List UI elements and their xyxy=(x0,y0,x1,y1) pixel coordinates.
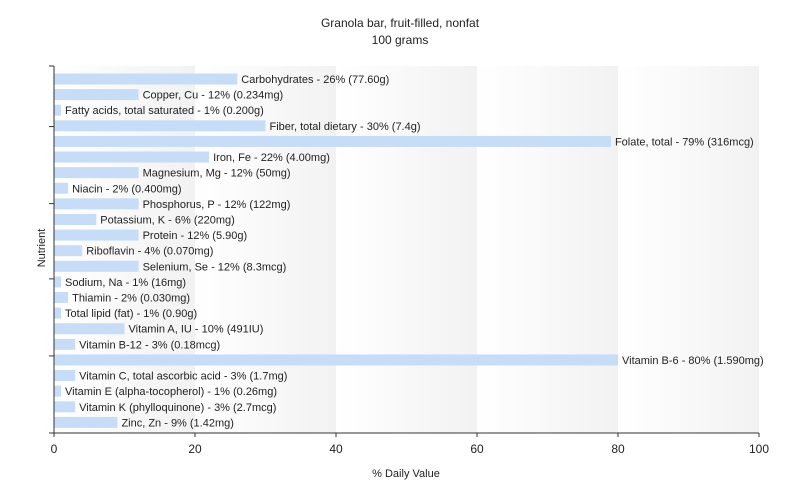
bar-label: Vitamin C, total ascorbic acid - 3% (1.7… xyxy=(79,371,287,383)
bar-label: Iron, Fe - 22% (4.00mg) xyxy=(213,152,330,164)
grid-band xyxy=(618,66,759,433)
bar-label: Riboflavin - 4% (0.070mg) xyxy=(86,246,213,258)
bar xyxy=(54,151,210,163)
bar-label: Magnesium, Mg - 12% (50mg) xyxy=(143,168,291,180)
chart-title: Granola bar, fruit-filled, nonfat xyxy=(321,16,480,30)
bar xyxy=(54,135,611,147)
bar-label: Total lipid (fat) - 1% (0.90g) xyxy=(65,308,197,320)
bar xyxy=(54,276,62,288)
bar-label: Sodium, Na - 1% (16mg) xyxy=(65,277,186,289)
grid-band xyxy=(477,66,618,433)
chart-subtitle: 100 grams xyxy=(372,33,429,47)
bar-label: Thiamin - 2% (0.030mg) xyxy=(72,293,190,305)
bar-label: Folate, total - 79% (316mcg) xyxy=(615,136,754,148)
bar xyxy=(54,354,618,366)
bar-label: Zinc, Zn - 9% (1.42mg) xyxy=(121,417,233,429)
bar-label: Vitamin B-12 - 3% (0.18mcg) xyxy=(79,339,220,351)
bars-group: Carbohydrates - 26% (77.60g) Copper, Cu -… xyxy=(54,73,764,429)
plot-background xyxy=(54,66,759,433)
bar-label: Fiber, total dietary - 30% (7.4g) xyxy=(270,121,421,133)
axes-group xyxy=(53,66,759,434)
bar xyxy=(54,338,76,350)
bar xyxy=(54,292,69,304)
y-axis-title: Nutrient xyxy=(36,229,48,268)
x-tick-label: 0 xyxy=(51,442,58,456)
bar xyxy=(54,385,62,397)
bar xyxy=(54,198,139,210)
y-axis-ticks xyxy=(49,65,54,434)
x-tick-label: 20 xyxy=(188,442,202,456)
bar xyxy=(54,120,266,132)
bar xyxy=(54,89,139,101)
bar-label: Vitamin K (phylloquinone) - 3% (2.7mcg) xyxy=(79,402,276,414)
bar-label: Phosphorus, P - 12% (122mg) xyxy=(143,199,291,211)
x-axis-title: % Daily Value xyxy=(372,468,440,480)
bar xyxy=(54,229,139,241)
bar xyxy=(54,370,76,382)
bar xyxy=(54,245,83,257)
x-tick-label: 60 xyxy=(470,442,484,456)
bar xyxy=(54,167,139,179)
grid-band xyxy=(336,66,477,433)
bar xyxy=(54,323,125,335)
bar-label: Vitamin B-6 - 80% (1.590mg) xyxy=(622,355,764,367)
x-tick-label: 100 xyxy=(749,442,769,456)
bar xyxy=(54,213,97,225)
bar-label: Niacin - 2% (0.400mg) xyxy=(72,183,181,195)
bar-label: Carbohydrates - 26% (77.60g) xyxy=(241,74,389,86)
bar-label: Selenium, Se - 12% (8.3mcg) xyxy=(143,261,287,273)
bar-label: Vitamin E (alpha-tocopherol) - 1% (0.26m… xyxy=(65,386,277,398)
bar xyxy=(54,73,238,85)
x-tick-label: 80 xyxy=(611,442,625,456)
bar-label: Potassium, K - 6% (220mg) xyxy=(100,214,235,226)
bar-label: Protein - 12% (5.90g) xyxy=(143,230,248,242)
bar xyxy=(54,401,76,413)
x-tick-label: 40 xyxy=(329,442,343,456)
bar xyxy=(54,182,69,194)
bar xyxy=(54,260,139,272)
bar-label: Copper, Cu - 12% (0.234mg) xyxy=(143,90,284,102)
bar xyxy=(54,104,62,116)
bar xyxy=(54,416,118,428)
x-axis-ticks: 0 20 40 60 80 100 xyxy=(51,433,769,456)
bar-label: Vitamin A, IU - 10% (491IU) xyxy=(129,324,264,336)
bar xyxy=(54,307,62,319)
bar-label: Fatty acids, total saturated - 1% (0.200… xyxy=(65,105,264,117)
